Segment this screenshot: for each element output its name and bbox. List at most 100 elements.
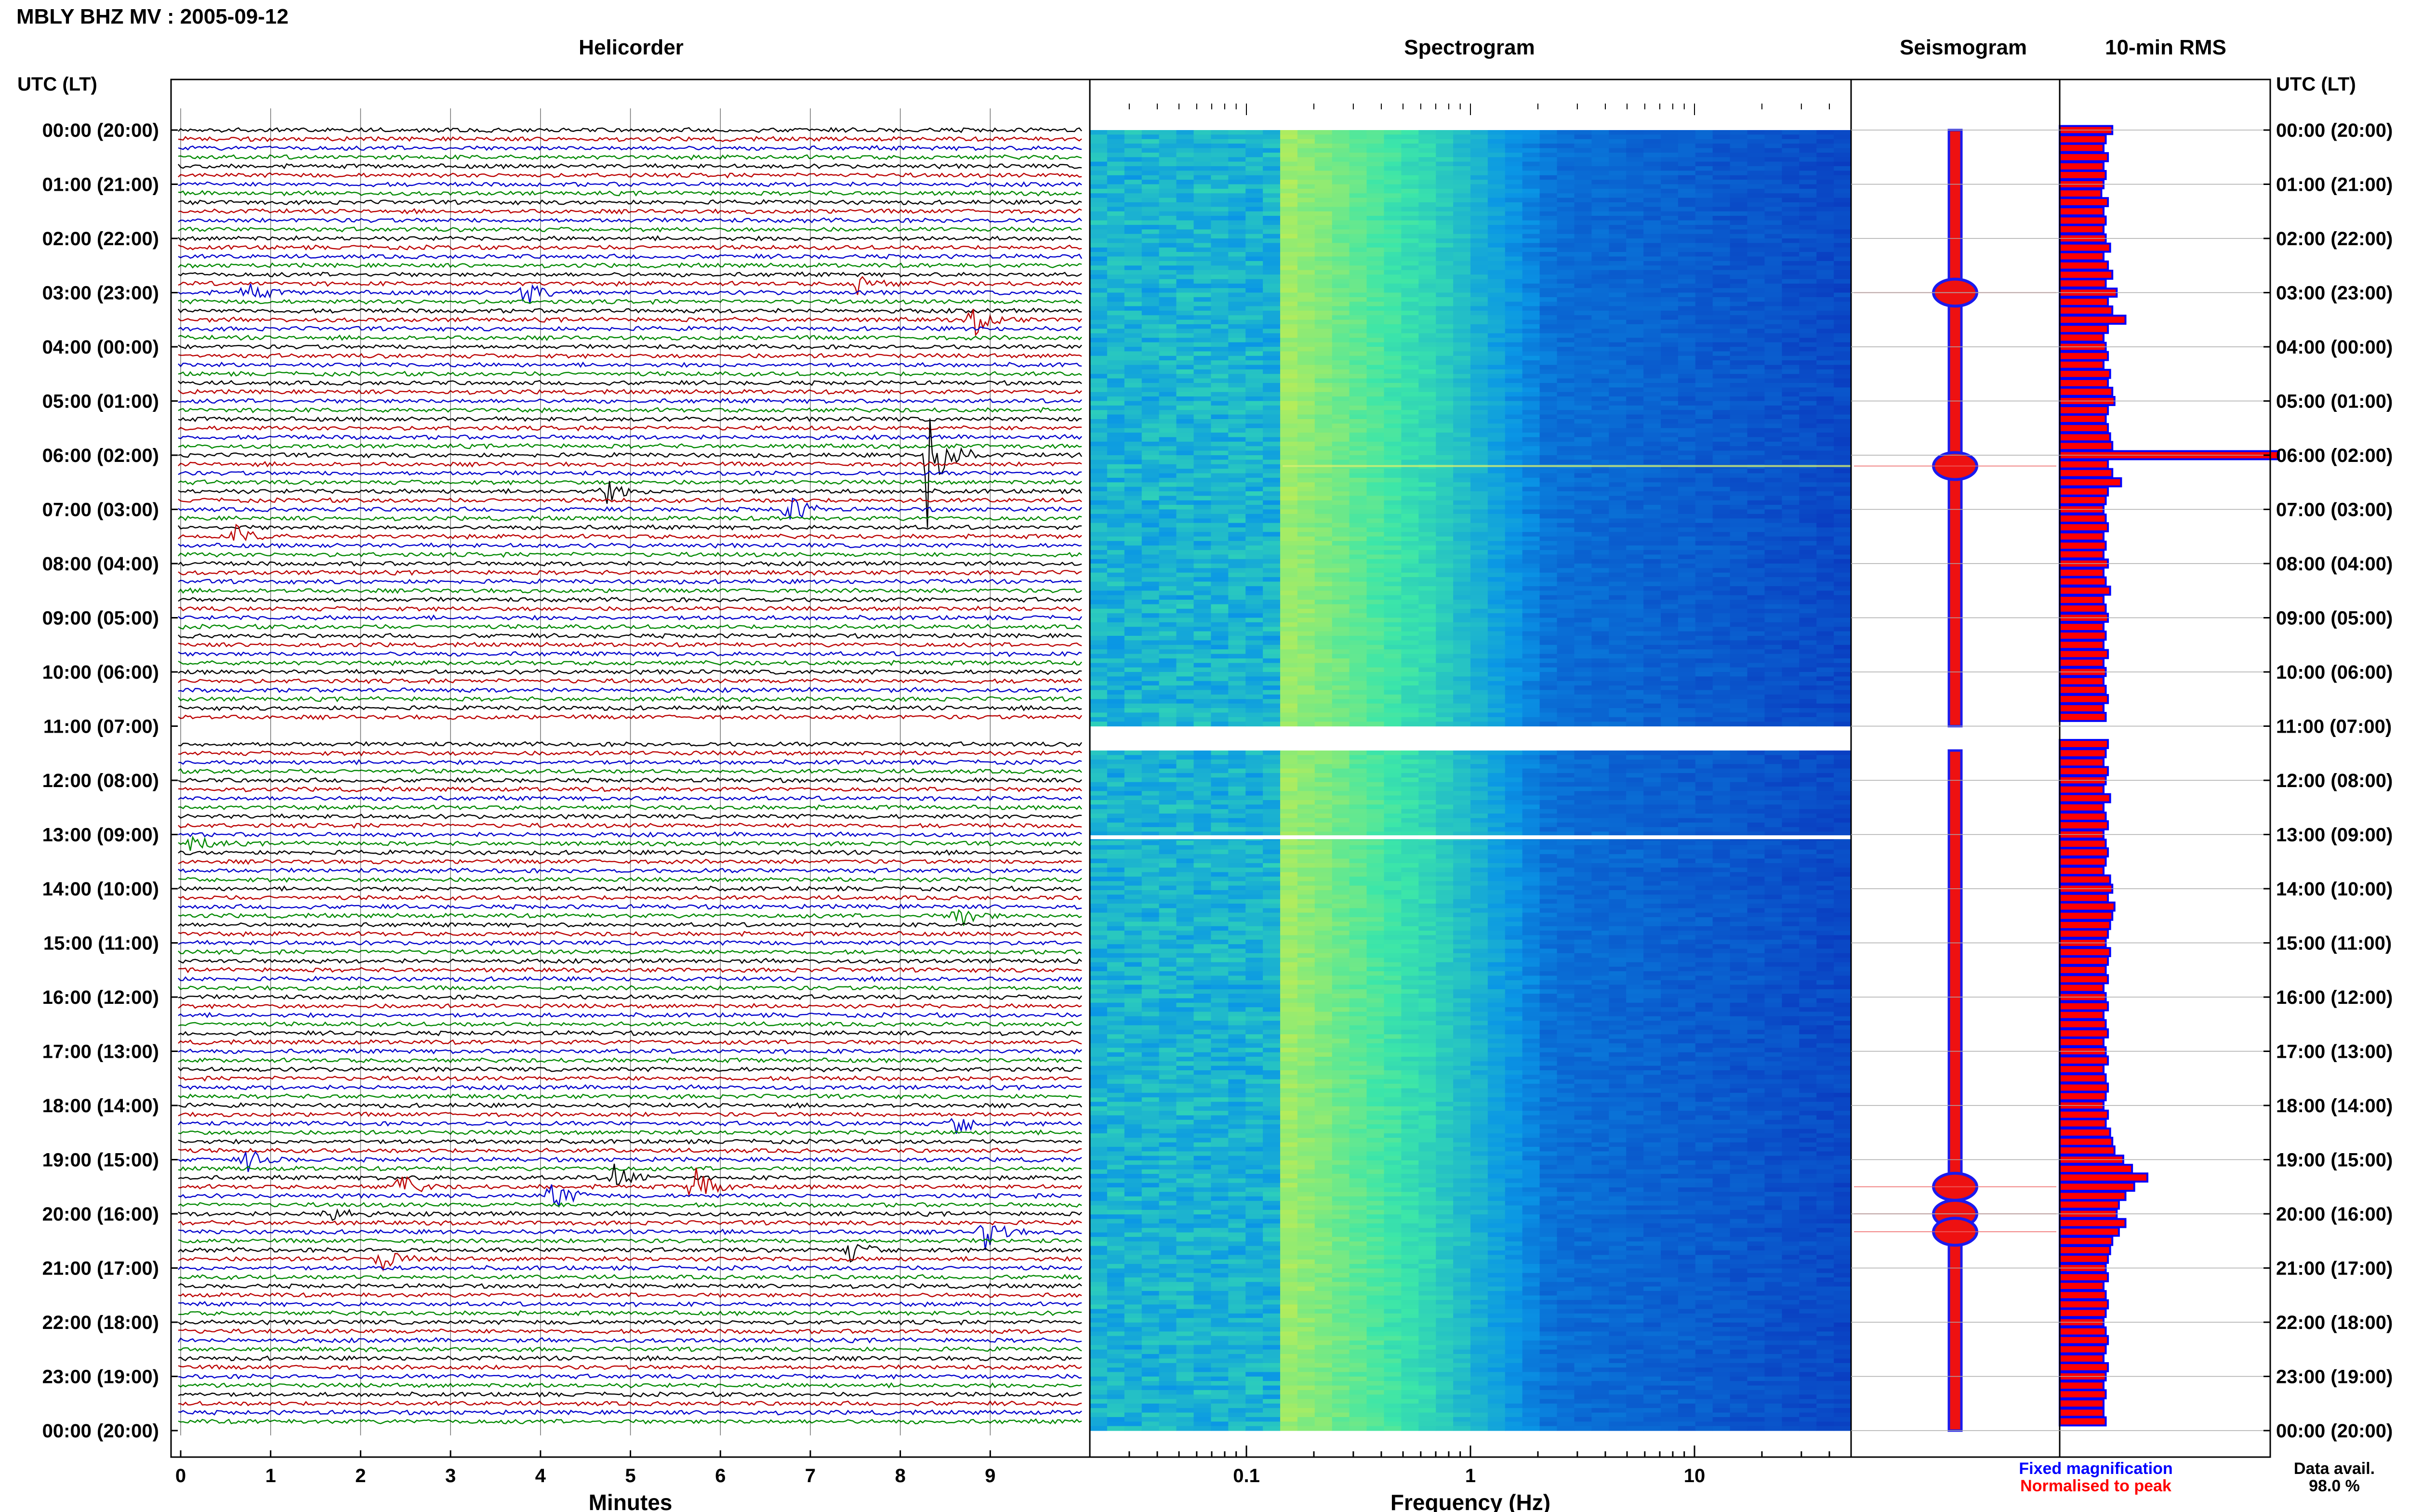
spectrogram-cell [1384,180,1402,185]
spectrogram-cell [1643,595,1661,600]
spectrogram-cell [1591,455,1610,460]
spectrogram-cell [1730,604,1748,609]
spectrogram-cell [1141,184,1160,189]
spectrogram-cell [1384,550,1402,555]
spectrogram-cell [1487,333,1506,338]
spectrogram-cell [1539,288,1558,293]
spectrogram-cell [1159,211,1177,216]
spectrogram-cell [1453,144,1471,149]
spectrogram-cell [1487,423,1506,429]
spectrogram-cell [1539,207,1558,212]
spectrogram-cell [1453,527,1471,532]
spectrogram-cell [1436,505,1454,510]
spectrogram-cell [1834,139,1852,144]
spectrogram-cell [1574,577,1592,582]
spectrogram-cell [1228,591,1246,596]
spectrogram-cell [1401,636,1419,641]
spectrogram-cell [1695,193,1713,198]
spectrogram-cell [1384,347,1402,352]
spectrogram-cell [1487,157,1506,162]
spectrogram-cell [1782,324,1800,329]
spectrogram-cell [1401,139,1419,144]
spectrogram-cell [1211,188,1229,194]
spectrogram-cell [1090,441,1108,447]
spectrogram-cell [1834,175,1852,180]
spectrogram-cell [1487,374,1506,379]
spectrogram-cell [1297,414,1315,420]
spectrogram-cell [1211,564,1229,568]
spectrogram-cell [1695,247,1713,252]
spectrogram-cell [1764,152,1783,158]
spectrogram-cell [1107,171,1125,176]
spectrogram-cell [1816,338,1834,343]
spectrogram-cell [1401,428,1419,433]
spectrogram-cell [1228,536,1246,541]
spectrogram-cell [1349,283,1367,289]
spectrogram-cell [1505,338,1523,343]
spectrogram-cell [1522,509,1540,514]
spectrogram-cell [1401,207,1419,212]
spectrogram-cell [1436,392,1454,397]
spectrogram-cell [1782,600,1800,605]
spectrogram-cell [1643,134,1661,140]
spectrogram-cell [1522,428,1540,433]
spectrogram-cell [1263,134,1281,140]
spectrogram-cell [1436,171,1454,176]
spectrogram-cell [1591,311,1610,316]
spectrogram-cell [1245,171,1263,176]
spectrogram-cell [1661,392,1679,397]
spectrogram-cell [1539,604,1558,609]
spectrogram-cell [1384,572,1402,578]
spectrogram-cell [1591,396,1610,402]
spectrogram-cell [1107,581,1125,587]
spectrogram-cell [1193,482,1212,487]
spectrogram-cell [1332,545,1350,551]
spectrogram-cell [1418,324,1436,329]
spectrogram-cell [1712,473,1731,478]
spectrogram-cell [1834,455,1852,460]
spectrogram-cell [1782,441,1800,447]
spectrogram-cell [1505,541,1523,546]
spectrogram-cell [1141,261,1160,266]
spectrogram-cell [1263,319,1281,325]
spectrogram-cell [1747,636,1765,641]
spectrogram-cell [1643,224,1661,230]
spectrogram-cell [1280,622,1298,627]
spectrogram-cell [1349,171,1367,176]
spectrogram-cell [1193,564,1212,568]
spectrogram-cell [1816,496,1834,501]
spectrogram-cell [1626,161,1644,167]
spectrogram-cell [1366,536,1385,541]
spectrogram-cell [1695,342,1713,347]
spectrogram-cell [1609,581,1627,587]
spectrogram-cell [1124,252,1142,257]
spectrogram-cell [1661,527,1679,532]
spectrogram-cell [1159,554,1177,560]
spectrogram-cell [1124,405,1142,410]
spectrogram-cell [1297,369,1315,374]
spectrogram-cell [1678,383,1696,388]
spectrogram-cell [1193,355,1212,361]
spectrogram-cell [1453,270,1471,275]
spectrogram-cell [1505,197,1523,203]
spectrogram-cell [1401,509,1419,514]
spectrogram-cell [1712,486,1731,492]
spectrogram-cell [1141,469,1160,474]
spectrogram-cell [1332,491,1350,496]
spectrogram-cell [1782,275,1800,279]
spectrogram-cell [1505,207,1523,212]
spectrogram-cell [1211,315,1229,320]
spectrogram-cell [1314,297,1333,302]
spectrogram-cell [1141,622,1160,627]
spectrogram-cell [1453,505,1471,510]
spectrogram-cell [1366,532,1385,537]
spectrogram-cell [1211,207,1229,212]
spectrogram-cell [1747,604,1765,609]
spectrogram-cell [1591,184,1610,189]
spectrogram-cell [1453,608,1471,614]
spectrogram-cell [1522,554,1540,560]
spectrogram-cell [1626,581,1644,587]
spectrogram-cell [1141,482,1160,487]
spectrogram-cell [1764,500,1783,505]
spectrogram-cell [1591,433,1610,438]
